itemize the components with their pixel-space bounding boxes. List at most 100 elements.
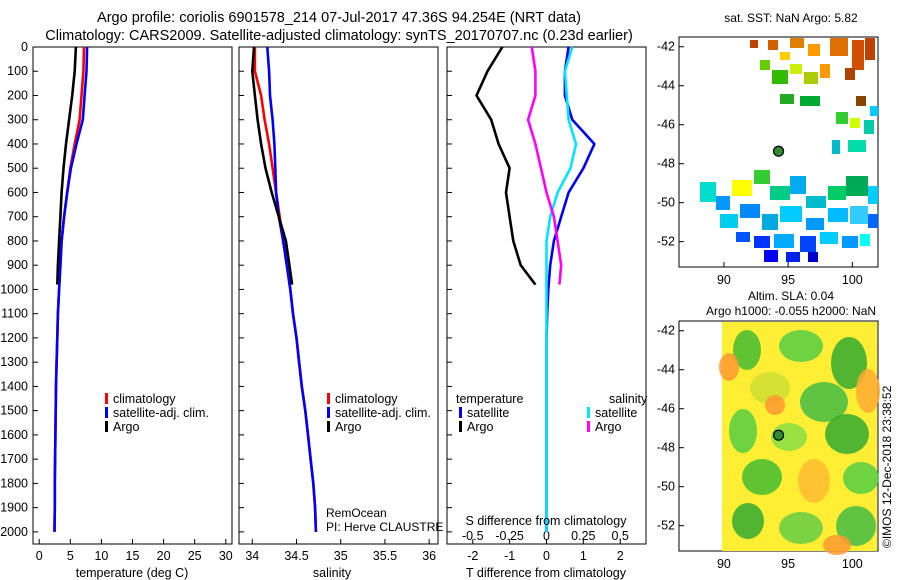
credit-project: RemOcean	[326, 506, 387, 520]
map-lat-label: -44	[657, 363, 675, 377]
x-tick-label: 35	[334, 549, 348, 563]
sla-anomaly-blob	[733, 330, 761, 370]
temperature-plot-frame	[32, 46, 233, 545]
x-tick-label: -1	[504, 549, 515, 563]
map-lon-label: 90	[717, 557, 731, 571]
salinity-xlabel: salinity	[313, 566, 352, 580]
legend-swatch-sal-argo	[587, 421, 590, 432]
sst-data-patch	[806, 218, 824, 230]
map-lat-label: -44	[657, 79, 675, 93]
difference-top-xlabel: S difference from climatology	[466, 514, 628, 528]
sla-anomaly-blob	[729, 409, 757, 453]
sst-data-patch	[845, 68, 855, 80]
sst-data-patch	[860, 234, 870, 246]
sla-anomaly-blob	[719, 353, 739, 381]
y-tick-label: 300	[7, 113, 28, 127]
temperature-plot: 0 5 10 15 20 25 300100200300400500600700800900…	[0, 40, 233, 563]
legend-label: satellite	[595, 406, 637, 420]
x-tick-label: 10	[94, 549, 108, 563]
sst-data-patch	[790, 64, 802, 74]
x-tick-label: 35.5	[373, 549, 397, 563]
y-tick-label: 1600	[0, 428, 28, 442]
x-tick-label: 0	[543, 549, 550, 563]
legend-swatch-climatology	[105, 393, 108, 404]
series-line-satellite-adj-clim-	[53, 46, 89, 532]
sst-data-patch	[720, 214, 738, 228]
map-lon-label: 95	[781, 557, 795, 571]
sst-data-patch	[820, 64, 830, 78]
series-line-climatology	[253, 47, 318, 532]
y-tick-label: 800	[7, 234, 28, 248]
sla-anomaly-blob	[750, 372, 790, 404]
sst-data-patch	[850, 206, 868, 224]
series-line-argo	[251, 46, 294, 285]
map-lon-label: 100	[842, 273, 863, 287]
sst-data-patch	[716, 196, 730, 210]
x-tick-label: 1	[580, 549, 587, 563]
legend-label: climatology	[113, 392, 176, 406]
series-line-satellite-adj-clim-	[266, 46, 318, 532]
credit-pi: PI: Herve CLAUSTRE	[326, 520, 443, 534]
sla-anomaly-blob	[779, 512, 823, 544]
sst-data-patch	[700, 182, 716, 202]
sst-data-patch	[770, 186, 790, 200]
sst-data-patch	[868, 186, 878, 204]
sst-data-patch	[780, 206, 802, 222]
map-lat-label: -50	[657, 480, 675, 494]
series-line-salinity-argo	[526, 46, 563, 285]
map-lon-label: 100	[842, 557, 863, 571]
sst-data-patch	[762, 214, 778, 230]
salinity-plot-frame	[238, 46, 439, 545]
legend-title-salinity: salinity	[609, 392, 648, 406]
map-lat-label: -46	[657, 402, 675, 416]
legend-label: Argo	[335, 420, 361, 434]
x-top-tick-label: -0.5	[462, 529, 484, 543]
sst-data-patch	[842, 236, 858, 248]
sla-anomaly-blob	[831, 337, 867, 389]
legend-label: Argo	[595, 420, 621, 434]
sst-data-patch	[800, 236, 816, 252]
sst-map-title: sat. SST: NaN Argo: 5.82	[724, 11, 858, 25]
y-tick-label: 1500	[0, 404, 28, 418]
y-tick-label: 500	[7, 161, 28, 175]
legend-swatch-temp-satellite	[459, 407, 462, 418]
x-tick-label: 2	[617, 549, 624, 563]
sla-anomaly-blob	[742, 459, 782, 495]
figure-title-line2: Climatology: CARS2009. Satellite-adjuste…	[45, 28, 633, 44]
difference-legend: temperature satellite Argo salinity sate…	[456, 392, 648, 434]
map-lat-label: -48	[657, 157, 675, 171]
y-tick-label: 1200	[0, 331, 28, 345]
imos-watermark: ©IMOS 12-Dec-2018 23:38:52	[880, 385, 894, 548]
difference-plot: -2 -1 0 1 2 -0.5 -0.25 0 0.25 0.5	[447, 46, 629, 563]
x-tick-label: 30	[219, 549, 233, 563]
sst-data-patch	[864, 120, 874, 134]
y-tick-label: 1800	[0, 476, 28, 490]
sst-map-frame	[678, 36, 879, 268]
legend-swatch-sal-satellite	[587, 407, 590, 418]
map-lat-label: -46	[657, 118, 675, 132]
sst-data-patch	[870, 106, 878, 116]
figure-title-line1: Argo profile: coriolis 6901578_214 07-Ju…	[97, 10, 581, 26]
sst-data-patch	[736, 232, 750, 242]
x-tick-label: 20	[157, 549, 171, 563]
legend-label: satellite	[467, 406, 509, 420]
sst-data-patch	[780, 94, 794, 104]
sst-data-patch	[852, 40, 864, 70]
y-tick-label: 1000	[0, 282, 28, 296]
legend-label: Argo	[467, 420, 493, 434]
y-tick-label: 1900	[0, 501, 28, 515]
x-top-tick-label: -0.25	[495, 529, 524, 543]
sla-anomaly-blob	[798, 459, 830, 503]
x-tick-label: 34.5	[284, 549, 308, 563]
y-tick-label: 900	[7, 258, 28, 272]
sla-anomaly-blob	[765, 395, 785, 415]
sst-data-patch	[804, 72, 818, 84]
legend-label: climatology	[335, 392, 398, 406]
legend-title-temperature: temperature	[456, 392, 523, 406]
sst-data-patch	[774, 234, 794, 248]
series-line-temperature-satellite	[545, 46, 596, 532]
sst-data-patch	[754, 236, 770, 248]
legend-swatch-satellite	[105, 407, 108, 418]
map-lat-label: -42	[657, 324, 675, 338]
sst-data-patch	[808, 252, 818, 262]
